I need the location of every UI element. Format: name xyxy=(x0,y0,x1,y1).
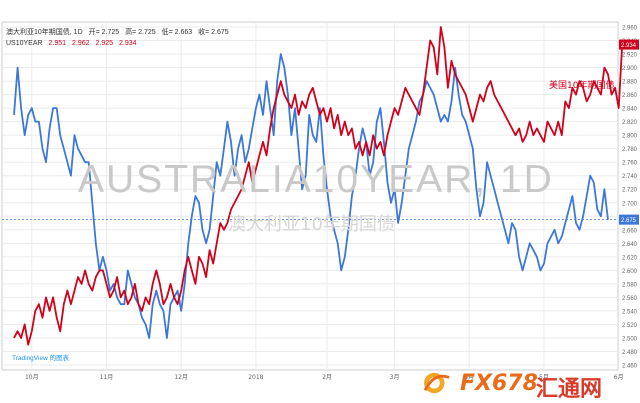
compare-symbol: US10YEAR xyxy=(6,40,43,47)
compare-value-2: 2.962 xyxy=(72,40,90,47)
x-tick-label: 4月 xyxy=(464,374,474,381)
logo-fx678: FX678 xyxy=(460,371,538,396)
y-tick-label: 2.960 xyxy=(622,26,638,32)
compare-value-4: 2.934 xyxy=(118,40,137,47)
tradingview-credit[interactable]: TradingView 的图表 xyxy=(12,355,70,362)
header-line-1: 澳大利亚10年期国债, 1D 开= 2.725 高= 2.725 低= 2.66… xyxy=(6,28,233,37)
x-tick-label: 10月 xyxy=(25,374,39,381)
y-tick-label: 2.600 xyxy=(622,269,638,275)
y-tick-label: 2.560 xyxy=(622,296,638,302)
y-tick-label: 2.660 xyxy=(622,228,638,234)
y-tick-label: 2.840 xyxy=(622,107,638,113)
watermark-chinese: 澳大利亚10年期国债 xyxy=(228,214,395,235)
y-tick-label: 2.720 xyxy=(622,188,638,194)
y-tick-label: 2.800 xyxy=(622,134,638,140)
x-axis: 10月11月12月20182月3月4月5月6月7月8月 xyxy=(25,374,624,381)
us10y-price-text: 2.934 xyxy=(621,43,637,49)
us10y-line xyxy=(13,26,624,346)
compare-value-3: 2.925 xyxy=(95,40,114,47)
y-tick-label: 2.640 xyxy=(622,242,638,248)
y-tick-label: 2.580 xyxy=(622,282,638,288)
x-tick-label: 12月 xyxy=(174,374,188,381)
y-tick-label: 2.880 xyxy=(622,80,638,86)
y-axis: 2.460 2.480 2.500 2.520 2.540 2.560 2.580 2.600… xyxy=(622,26,638,370)
y-tick-label: 2.700 xyxy=(622,201,638,207)
x-tick-label: 11月 xyxy=(100,374,114,381)
fx678-logo-icon xyxy=(423,372,450,394)
x-tick-label: 2018 xyxy=(248,374,263,381)
y-tick-label: 2.820 xyxy=(622,120,638,126)
series-layer xyxy=(13,26,624,346)
open-value: 开= 2.725 xyxy=(88,29,120,36)
y-tick-label: 2.920 xyxy=(622,53,638,59)
y-tick-label: 2.620 xyxy=(622,255,638,261)
y-tick-label: 2.500 xyxy=(622,336,638,342)
header-line-2: US10YEAR 2.951 2.962 2.925 2.934 xyxy=(6,39,141,48)
y-tick-label: 2.540 xyxy=(622,309,638,315)
y-tick-label: 2.480 xyxy=(622,350,638,356)
plot-frame xyxy=(1,21,619,371)
x-tick-label: 5月 xyxy=(539,374,549,381)
high-value: 高= 2.725 xyxy=(125,29,156,36)
x-tick-label: 6月 xyxy=(614,374,624,381)
x-tick-label: 3月 xyxy=(390,374,400,381)
compare-value-1: 2.951 xyxy=(48,40,67,47)
close-value: 收= 2.675 xyxy=(198,29,229,36)
y-tick-label: 2.900 xyxy=(622,66,638,72)
symbol-title: 澳大利亚10年期国债, 1D xyxy=(6,29,83,36)
y-tick-label: 2.760 xyxy=(622,161,638,167)
aus10y-price-tag xyxy=(619,214,639,225)
x-tick-label: 2月 xyxy=(322,374,332,381)
y-tick-label: 2.780 xyxy=(622,147,638,153)
y-tick-label: 2.740 xyxy=(622,174,638,180)
logo-huitong: 汇通网 xyxy=(536,377,603,402)
aus10y-price-text: 2.675 xyxy=(621,218,637,224)
watermark-english: AUSTRALIA10YEAR, 1D xyxy=(78,158,554,201)
y-tick-label: 2.520 xyxy=(622,323,638,329)
low-value: 低= 2.663 xyxy=(161,29,193,36)
us10y-price-tag xyxy=(619,39,639,50)
y-tick-label: 2.460 xyxy=(622,364,638,370)
price-labels: 2.675 2.934 xyxy=(2,39,639,225)
us10y-series-label: 美国10年期国债 xyxy=(549,81,615,91)
y-tick-label: 2.860 xyxy=(622,93,638,99)
aus10y-line xyxy=(13,53,609,339)
